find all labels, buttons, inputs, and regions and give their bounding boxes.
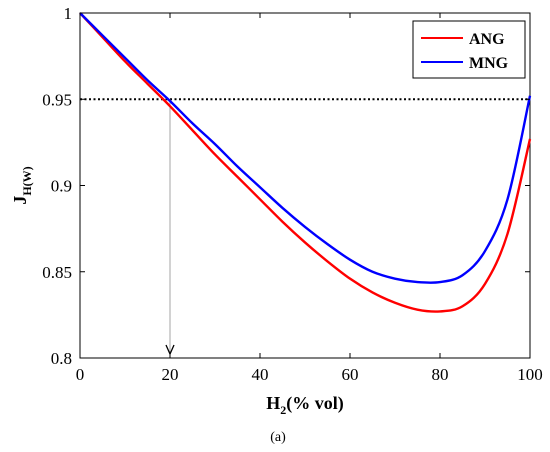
x-axis-label-subscript: 2 <box>280 403 286 417</box>
x-tick-label: 0 <box>76 365 85 384</box>
figure-caption: (a) <box>270 430 286 445</box>
y-axis-label-subscript: H(W) <box>20 166 34 195</box>
y-tick-label: 0.85 <box>42 263 72 282</box>
x-axis-label-rest: (% vol) <box>286 393 344 414</box>
series-line-mng <box>79 12 532 284</box>
x-tick-label: 20 <box>162 365 179 384</box>
x-tick-label: 100 <box>517 365 543 384</box>
y-axis-label-main: J <box>10 196 30 205</box>
x-axis-label-main: H <box>266 393 280 413</box>
legend: ANG MNG <box>412 20 526 79</box>
legend-label-mng: MNG <box>469 55 509 72</box>
x-axis-ticks: 0 20 40 60 80 100 <box>76 13 543 384</box>
legend-label-ang: ANG <box>469 31 505 48</box>
y-axis-ticks: 0.8 0.85 0.9 0.95 1 <box>42 4 530 368</box>
y-tick-label: 1 <box>64 4 73 23</box>
x-tick-label: 60 <box>342 365 359 384</box>
y-tick-label: 0.9 <box>51 177 72 196</box>
y-axis-label: JH(W) <box>10 166 34 204</box>
x-tick-label: 80 <box>432 365 449 384</box>
legend-box <box>412 20 526 79</box>
x-axis-label: H2(% vol) <box>266 393 344 417</box>
x-tick-label: 40 <box>252 365 269 384</box>
series-layer <box>79 12 532 313</box>
y-tick-label: 0.8 <box>51 349 72 368</box>
y-tick-label: 0.95 <box>42 90 72 109</box>
series-line-ang <box>79 12 532 313</box>
